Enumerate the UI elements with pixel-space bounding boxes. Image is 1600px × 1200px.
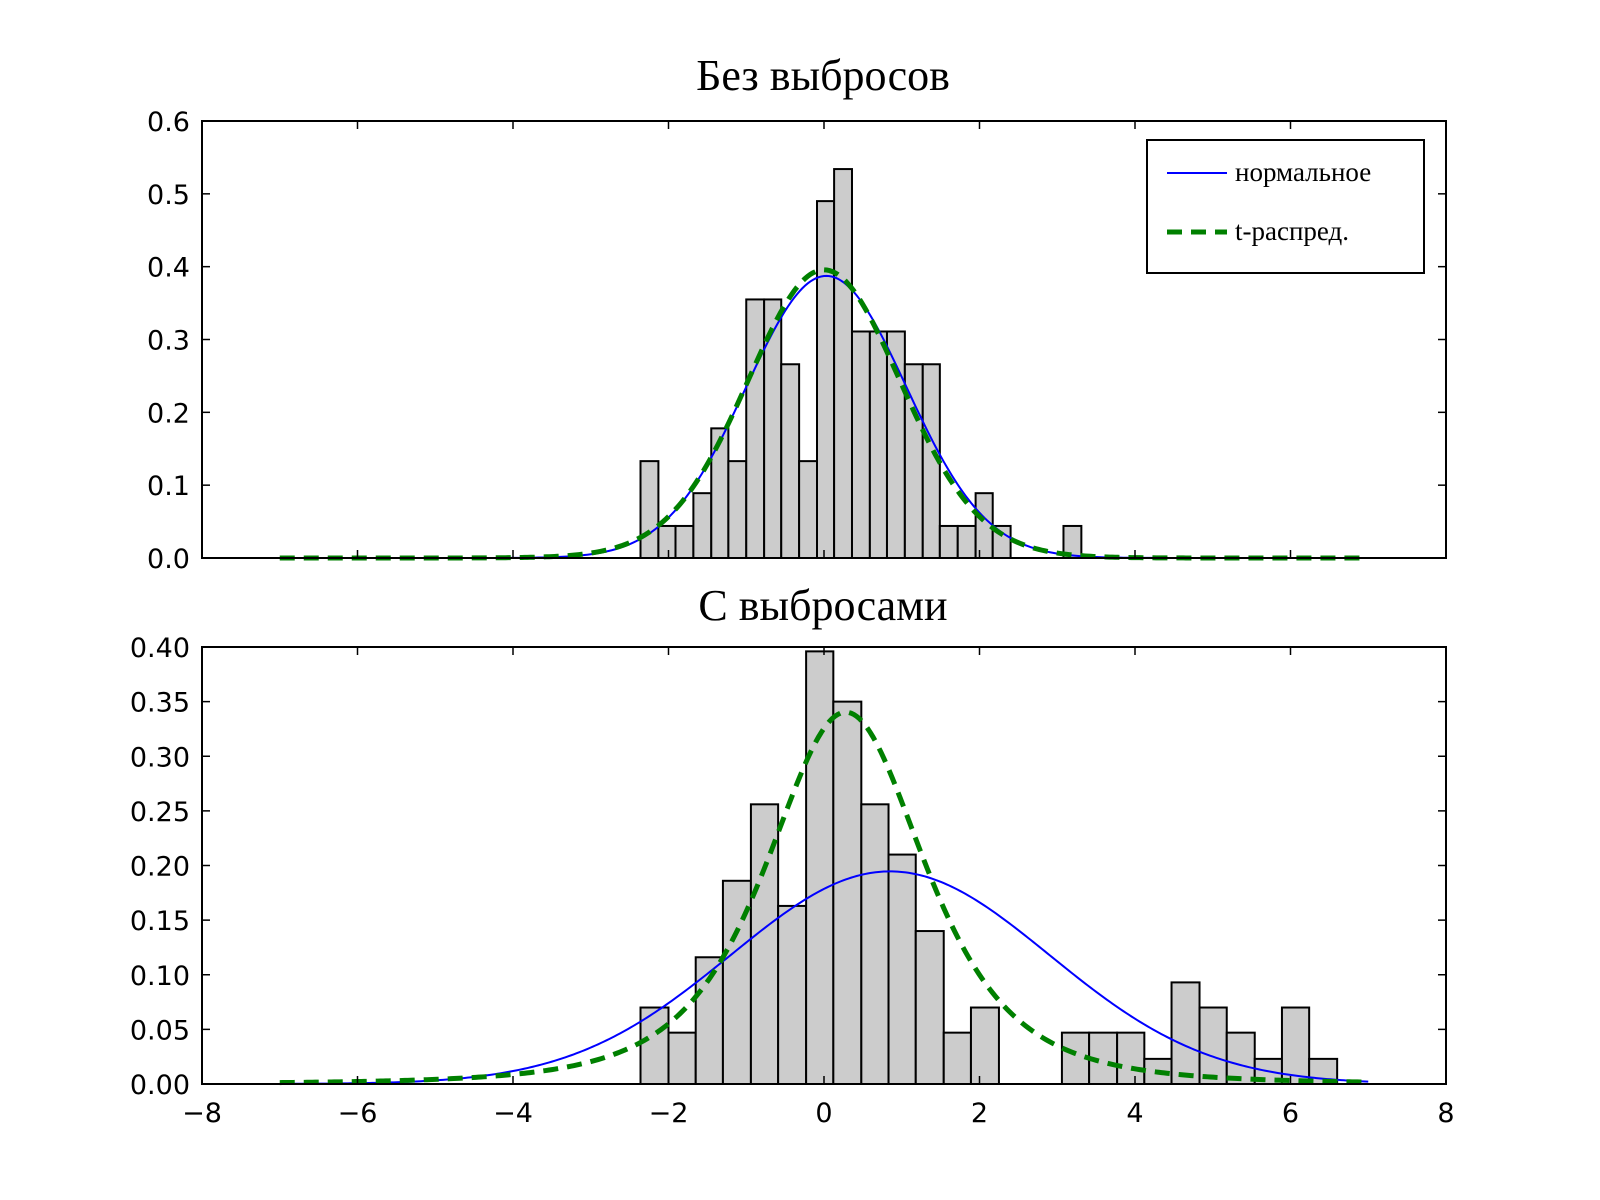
- histogram-bar: [1280, 1006, 1311, 1086]
- histogram-bar: [727, 460, 748, 559]
- y-tick-label: 0.25: [130, 797, 190, 828]
- y-tick-label: 0.3: [147, 326, 190, 357]
- y-tick-label: 0.05: [130, 1015, 190, 1046]
- bar-group: [639, 168, 1083, 560]
- legend: нормальное t-распред.: [1146, 139, 1425, 274]
- y-tick-label: 0.1: [147, 471, 190, 502]
- histogram-bar: [887, 853, 917, 1086]
- histogram-bar: [639, 460, 660, 559]
- bar-group: [639, 650, 1339, 1086]
- y-tick-label: 0.0: [147, 544, 190, 575]
- y-tick-label: 0.35: [130, 688, 190, 719]
- chart-title: Без выбросов: [696, 51, 950, 100]
- y-tick-label: 0.5: [147, 180, 190, 211]
- y-tick-label: 0.00: [130, 1070, 190, 1101]
- t-distribution-curve: [279, 709, 1369, 1086]
- histogram-bar: [816, 200, 836, 559]
- histogram-bar: [798, 460, 819, 559]
- histogram-bar: [777, 904, 808, 1085]
- x-tick-label: −8: [182, 1098, 222, 1129]
- x-tick-label: 0: [815, 1098, 832, 1129]
- histogram-bar: [833, 168, 853, 559]
- legend-label-normal: нормальное: [1235, 157, 1371, 187]
- histogram-bar: [914, 930, 945, 1085]
- y-tick-label: 0.6: [147, 107, 190, 138]
- x-tick-label: −2: [649, 1098, 689, 1129]
- y-tick-label: 0.30: [130, 742, 190, 773]
- y-tick-label: 0.10: [130, 961, 190, 992]
- y-tick-label: 0.40: [130, 633, 190, 664]
- x-tick-label: 8: [1437, 1098, 1454, 1129]
- histogram-bar: [860, 803, 890, 1085]
- histogram-bar: [692, 492, 713, 560]
- histogram-bar: [1116, 1031, 1146, 1085]
- y-tick-label: 0.4: [147, 253, 190, 284]
- histogram-bar: [780, 363, 801, 559]
- panel-bottom: С выбросами 0.00 0.05 0.10 0.15 0.20 0.25 0.30…: [130, 581, 1455, 1129]
- x-tick-label: −6: [338, 1098, 378, 1129]
- x-tick-label: −4: [493, 1098, 533, 1129]
- histogram-bar: [868, 330, 888, 560]
- histogram-bar: [667, 1031, 697, 1085]
- curve-group: [279, 709, 1369, 1086]
- legend-box: [1146, 139, 1425, 274]
- histogram-bar: [942, 1031, 972, 1085]
- y-tick-label: 0.15: [130, 906, 190, 937]
- histogram-bar: [674, 524, 695, 559]
- histogram-bar: [969, 1006, 1000, 1086]
- x-tick-label: 4: [1126, 1098, 1143, 1129]
- tick-group: 0.00 0.05 0.10 0.15 0.20 0.25 0.30 0.35 0.40 −8 −6…: [130, 633, 1455, 1129]
- chart-title: С выбросами: [698, 581, 947, 630]
- histogram-bar: [805, 650, 835, 1085]
- panel-top: Без выбросов 0.0 0.1 0.2 0.3 0.4 0.5 0.6 норма…: [147, 51, 1447, 575]
- histogram-bar: [938, 524, 959, 559]
- histogram-bar: [956, 524, 977, 559]
- legend-label-t: t-распред.: [1235, 216, 1349, 246]
- histogram-bar: [974, 492, 994, 560]
- histogram-bar: [657, 524, 677, 559]
- histogram-bar: [832, 700, 863, 1085]
- histogram-bar: [1170, 981, 1201, 1086]
- histogram-bar: [1198, 1006, 1228, 1086]
- histogram-bar: [745, 298, 766, 559]
- tick-group: 0.0 0.1 0.2 0.3 0.4 0.5 0.6: [147, 107, 1447, 575]
- y-tick-label: 0.20: [130, 852, 190, 883]
- x-tick-label: 6: [1282, 1098, 1299, 1129]
- y-tick-label: 0.2: [147, 398, 190, 429]
- histogram-bar: [850, 330, 871, 560]
- x-tick-label: 2: [971, 1098, 988, 1129]
